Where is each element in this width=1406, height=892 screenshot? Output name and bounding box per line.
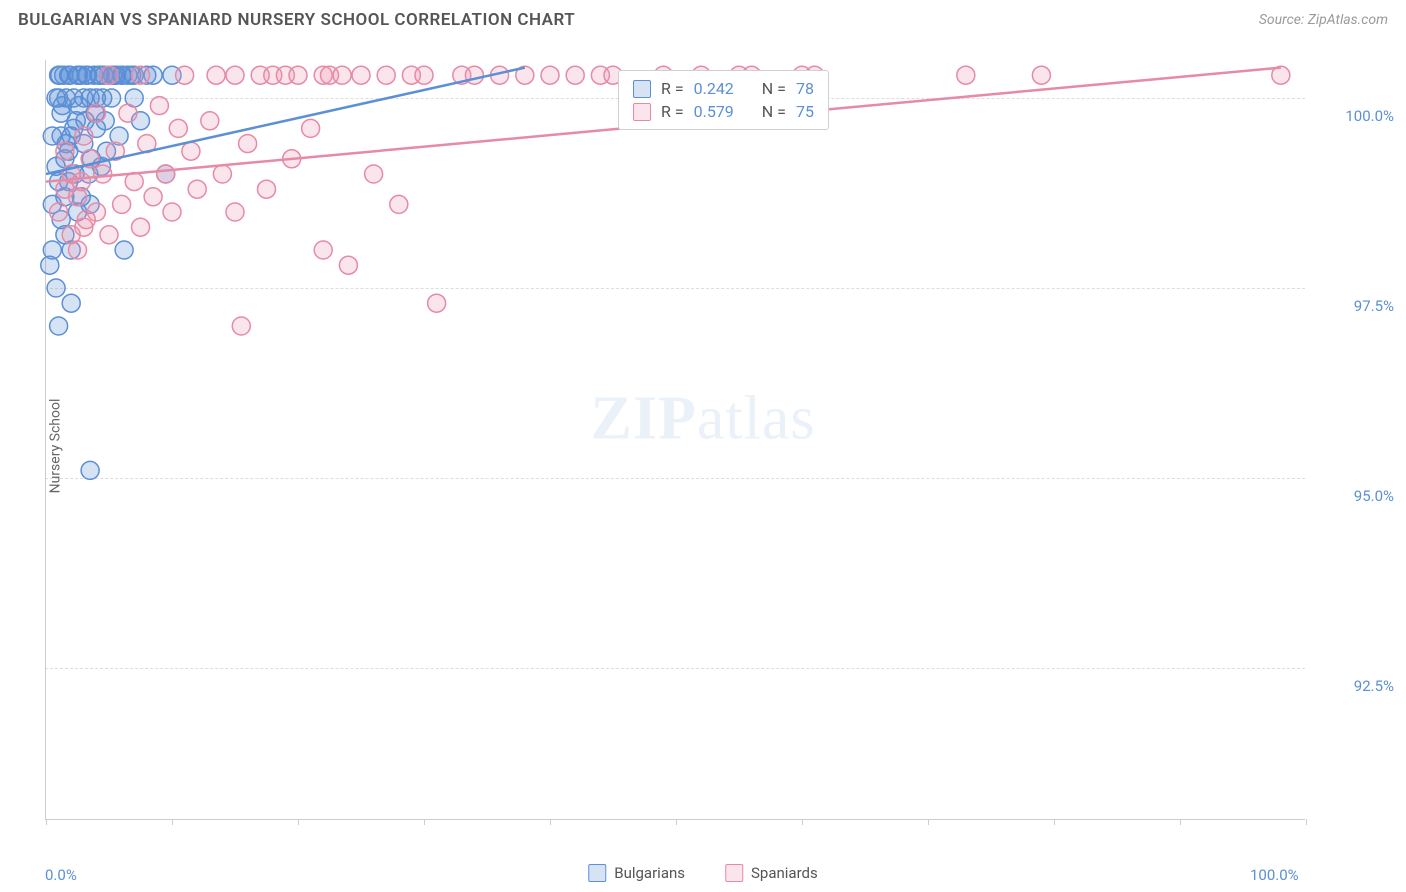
scatter-point <box>182 142 200 160</box>
series-legend-label: Bulgarians <box>614 864 685 882</box>
scatter-point <box>69 241 87 259</box>
x-tick-label: 0.0% <box>45 866 77 884</box>
scatter-point <box>53 97 71 115</box>
scatter-point <box>957 66 975 84</box>
stats-legend-box: R = 0.242 N = 78 R = 0.579 N = 75 <box>618 70 829 130</box>
scatter-point <box>47 279 65 297</box>
chart-title: BULGARIAN VS SPANIARD NURSERY SCHOOL COR… <box>18 10 575 30</box>
scatter-point <box>365 165 383 183</box>
x-tick <box>1306 819 1307 825</box>
scatter-point <box>302 119 320 137</box>
x-tick <box>46 819 47 825</box>
scatter-point <box>465 66 483 84</box>
scatter-point <box>150 97 168 115</box>
scatter-point <box>100 226 118 244</box>
series-legend: Bulgarians Spaniards <box>588 864 818 882</box>
scatter-point <box>333 66 351 84</box>
series-legend-label: Spaniards <box>751 864 818 882</box>
r-label: R = <box>661 102 684 121</box>
scatter-point <box>232 317 250 335</box>
legend-swatch <box>633 80 651 98</box>
scatter-point <box>163 203 181 221</box>
source-label: Source: ZipAtlas.com <box>1259 12 1388 28</box>
n-label: N = <box>762 102 786 121</box>
scatter-point <box>428 294 446 312</box>
scatter-point <box>390 195 408 213</box>
scatter-point <box>132 66 150 84</box>
y-tick-label: 92.5% <box>1354 677 1394 695</box>
scatter-point <box>94 165 112 183</box>
scatter-point <box>289 66 307 84</box>
scatter-point <box>43 241 61 259</box>
scatter-point <box>132 218 150 236</box>
n-value: 75 <box>796 102 814 121</box>
x-tick <box>298 819 299 825</box>
scatter-point <box>314 241 332 259</box>
scatter-point <box>72 173 90 191</box>
n-label: N = <box>762 79 786 98</box>
x-tick <box>550 819 551 825</box>
scatter-point <box>77 211 95 229</box>
y-tick-label: 97.5% <box>1354 297 1394 315</box>
scatter-point <box>56 142 74 160</box>
scatter-point <box>81 461 99 479</box>
scatter-point <box>415 66 433 84</box>
scatter-point <box>100 66 118 84</box>
scatter-point <box>157 165 175 183</box>
stats-legend-row: R = 0.242 N = 78 <box>633 77 814 100</box>
scatter-point <box>169 119 187 137</box>
x-tick-label: 100.0% <box>1250 866 1299 884</box>
x-tick <box>928 819 929 825</box>
legend-swatch <box>588 864 606 882</box>
r-value: 0.242 <box>694 79 734 98</box>
scatter-point <box>119 104 137 122</box>
x-tick <box>1054 819 1055 825</box>
x-tick <box>802 819 803 825</box>
r-value: 0.579 <box>694 102 734 121</box>
scatter-point <box>125 173 143 191</box>
scatter-point <box>61 66 79 84</box>
scatter-point <box>113 195 131 213</box>
scatter-point <box>352 66 370 84</box>
legend-swatch <box>633 103 651 121</box>
scatter-point <box>201 112 219 130</box>
scatter-point <box>226 66 244 84</box>
scatter-point <box>144 188 162 206</box>
scatter-point <box>213 165 231 183</box>
n-value: 78 <box>796 79 814 98</box>
scatter-point <box>226 203 244 221</box>
scatter-point <box>115 241 133 259</box>
x-tick <box>172 819 173 825</box>
scatter-point <box>377 66 395 84</box>
scatter-point <box>566 66 584 84</box>
scatter-svg <box>46 60 1305 819</box>
series-legend-item: Spaniards <box>725 864 818 882</box>
scatter-point <box>50 317 68 335</box>
x-tick <box>676 819 677 825</box>
r-label: R = <box>661 79 684 98</box>
y-tick-label: 100.0% <box>1345 107 1394 125</box>
series-legend-item: Bulgarians <box>588 864 685 882</box>
legend-swatch <box>725 864 743 882</box>
scatter-point <box>188 180 206 198</box>
chart-header: BULGARIAN VS SPANIARD NURSERY SCHOOL COR… <box>0 0 1406 38</box>
chart-plot-area <box>45 60 1305 820</box>
scatter-point <box>176 66 194 84</box>
scatter-point <box>207 66 225 84</box>
scatter-point <box>75 127 93 145</box>
scatter-point <box>239 135 257 153</box>
stats-legend-row: R = 0.579 N = 75 <box>633 100 814 123</box>
scatter-point <box>541 66 559 84</box>
scatter-point <box>62 294 80 312</box>
scatter-point <box>103 89 121 107</box>
x-tick <box>424 819 425 825</box>
scatter-point <box>339 256 357 274</box>
scatter-point <box>87 104 105 122</box>
scatter-point <box>1032 66 1050 84</box>
scatter-point <box>258 180 276 198</box>
y-tick-label: 95.0% <box>1354 487 1394 505</box>
x-tick <box>1180 819 1181 825</box>
scatter-point <box>50 203 68 221</box>
